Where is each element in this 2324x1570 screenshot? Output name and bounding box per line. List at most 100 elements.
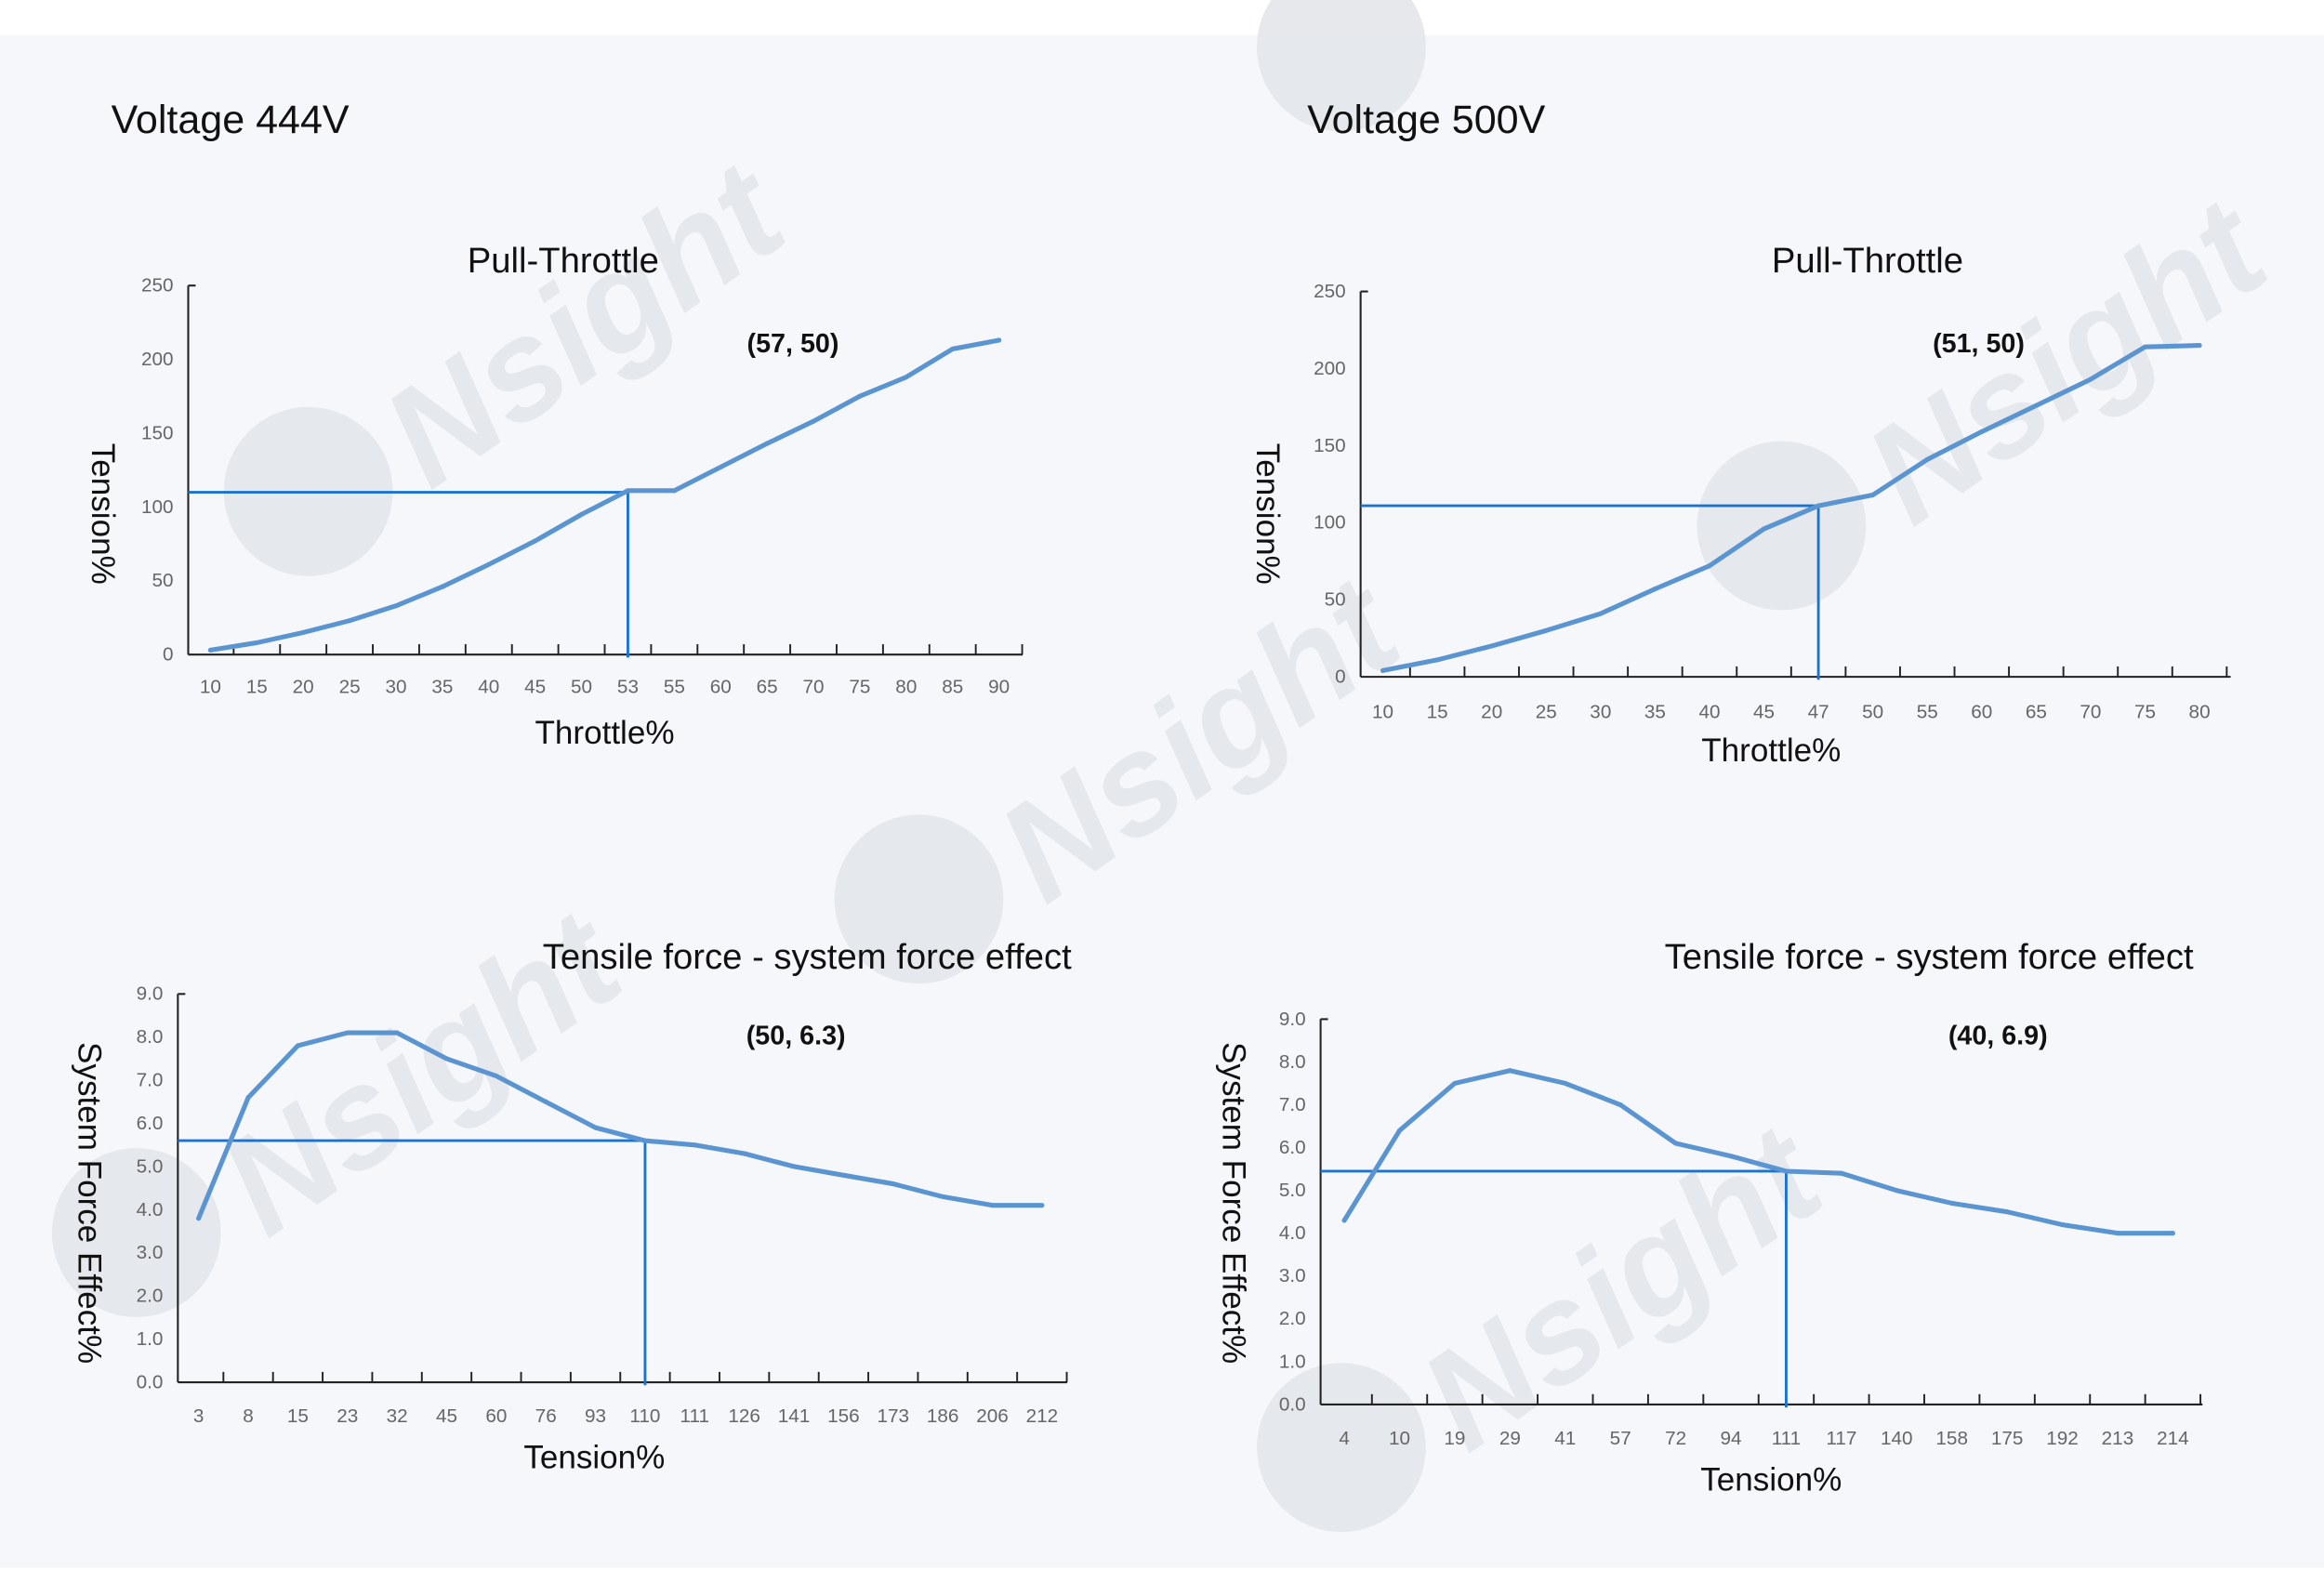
data-point: [989, 1203, 996, 1208]
y-tick-label: 100: [1314, 512, 1346, 534]
data-point: [443, 1056, 450, 1062]
data-point: [904, 375, 909, 380]
x-tick-label: 23: [337, 1405, 358, 1427]
x-tick-label: 70: [2080, 702, 2101, 723]
data-point: [1341, 1218, 1347, 1223]
x-tick-label: 10: [1372, 702, 1393, 723]
y-tick-label: 200: [1314, 358, 1346, 379]
data-point: [811, 418, 816, 424]
chart-title: Pull-Throttle: [1772, 241, 1963, 281]
data-point: [579, 511, 585, 517]
y-tick-label: 5.0: [1279, 1180, 1306, 1201]
x-tick-label: 140: [1881, 1428, 1913, 1449]
x-tick-label: 10: [1389, 1428, 1410, 1449]
y-tick-label: 0.0: [1279, 1393, 1306, 1415]
x-tick-label: 41: [1554, 1428, 1576, 1449]
data-point: [2115, 1231, 2120, 1236]
data-point: [347, 618, 352, 624]
data-point: [642, 1138, 648, 1143]
x-tick-label: 212: [1026, 1405, 1059, 1427]
data-point: [300, 629, 306, 635]
data-point: [1489, 643, 1495, 649]
y-tick-label: 1.0: [137, 1328, 164, 1350]
x-tick-label: 206: [976, 1405, 1009, 1427]
y-tick-label: 150: [141, 422, 174, 443]
x-tick-label: 53: [617, 677, 639, 698]
x-tick-label: 30: [1590, 702, 1611, 723]
x-axis-label: Throttle%: [1701, 732, 1841, 769]
data-point: [394, 1030, 400, 1036]
data-point: [196, 1216, 202, 1221]
data-point: [997, 337, 1002, 343]
y-tick-label: 9.0: [137, 983, 164, 1005]
x-tick-label: 20: [1481, 702, 1502, 723]
x-tick-label: 47: [1808, 702, 1829, 723]
x-tick-label: 70: [803, 677, 825, 698]
chart-2: Pull-Throttle (51, 50) Throttle% Tension% 0 5…: [1249, 241, 2231, 769]
data-point: [1396, 1128, 1403, 1133]
series-line: [196, 1030, 1045, 1221]
data-point: [1452, 1080, 1458, 1087]
x-tick-label: 60: [485, 1405, 507, 1427]
data-point: [254, 640, 259, 646]
data-point: [857, 393, 863, 399]
watermark-logo-icon: [1697, 441, 1867, 611]
data-point: [1673, 1141, 1679, 1146]
data-point: [2004, 1209, 2010, 1215]
data-point: [2197, 343, 2202, 349]
x-tick-label: 75: [2134, 702, 2156, 723]
y-axis-label: Tension%: [1249, 443, 1286, 585]
x-tick-label: 65: [757, 677, 778, 698]
x-tick-label: 158: [1935, 1428, 1968, 1449]
data-point: [1839, 1170, 1844, 1176]
x-tick-label: 3: [193, 1405, 205, 1427]
data-point: [207, 647, 213, 653]
page-background: [0, 34, 2324, 1568]
y-tick-label: 2.0: [1279, 1308, 1306, 1329]
x-tick-label: 15: [1427, 702, 1448, 723]
y-tick-label: 250: [141, 275, 174, 297]
data-point: [1924, 456, 1930, 462]
x-tick-label: 45: [524, 677, 546, 698]
chart-title: Tensile force - system force effect: [543, 937, 1072, 977]
x-tick-label: 8: [243, 1405, 254, 1427]
x-tick-label: 30: [385, 677, 406, 698]
y-tick-label: 200: [141, 349, 174, 370]
data-point: [1761, 526, 1767, 532]
chart-4: Tensile force - system force effect (40, …: [1215, 937, 2203, 1497]
x-tick-label: 60: [710, 677, 732, 698]
data-point: [1652, 587, 1657, 592]
x-tick-label: 50: [571, 677, 592, 698]
data-point: [1039, 1203, 1045, 1208]
data-point: [1949, 1200, 1955, 1207]
x-tick-label: 65: [2026, 702, 2047, 723]
y-tick-label: 1.0: [1279, 1351, 1306, 1372]
x-tick-label: 213: [2102, 1428, 2134, 1449]
x-tick-label: 20: [293, 677, 314, 698]
data-point: [1870, 492, 1876, 497]
x-tick-label: 80: [2189, 702, 2211, 723]
y-tick-label: 50: [1325, 589, 1346, 611]
data-point: [2033, 402, 2039, 408]
y-tick-label: 3.0: [137, 1242, 164, 1263]
data-point: [1598, 611, 1604, 616]
x-axis-label: Tension%: [523, 1440, 665, 1476]
x-axis-label: Tension%: [1700, 1461, 1842, 1497]
x-tick-label: 173: [877, 1405, 909, 1427]
y-tick-label: 0.0: [137, 1371, 164, 1392]
y-tick-label: 5.0: [137, 1155, 164, 1177]
data-point: [1563, 1080, 1568, 1087]
point-annotation: (40, 6.9): [1948, 1022, 2048, 1051]
x-tick-label: 111: [680, 1405, 710, 1427]
x-tick-label: 4: [1339, 1428, 1350, 1449]
y-tick-label: 7.0: [1279, 1094, 1306, 1115]
watermark-logo-icon: [1257, 0, 1426, 132]
x-tick-label: 15: [287, 1405, 309, 1427]
y-axis-label: System Force Effect%: [72, 1042, 108, 1364]
data-point: [764, 441, 770, 446]
data-point: [692, 1142, 697, 1148]
x-tick-label: 110: [629, 1405, 660, 1427]
x-tick-label: 93: [585, 1405, 606, 1427]
data-point: [1380, 667, 1386, 674]
x-tick-label: 50: [1862, 702, 1883, 723]
